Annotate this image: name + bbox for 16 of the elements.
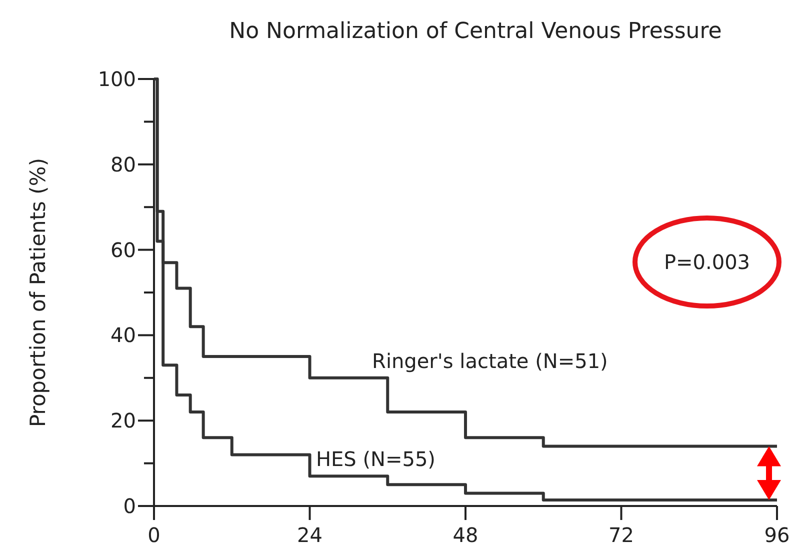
y-axis-title: Proportion of Patients (%) (26, 158, 50, 428)
x-tick-label: 24 (297, 523, 322, 547)
series-label: Ringer's lactate (N=51) (372, 348, 608, 373)
y-tick-label: 80 (110, 152, 136, 176)
y-tick-label: 100 (98, 67, 136, 91)
chart-title: No Normalization of Central Venous Pressure (229, 19, 722, 44)
y-tick-label: 20 (110, 408, 136, 433)
x-tick-label: 96 (764, 523, 790, 547)
y-tick-label: 60 (110, 238, 136, 262)
y-tick-label: 40 (110, 323, 136, 348)
series-label: HES (N=55) (316, 447, 436, 472)
y-tick-label: 0 (123, 494, 136, 518)
x-tick-label: 48 (452, 523, 478, 547)
annotation: P=0.003 (664, 250, 750, 274)
x-tick-label: 72 (608, 523, 634, 547)
x-tick-label: 0 (148, 523, 160, 547)
